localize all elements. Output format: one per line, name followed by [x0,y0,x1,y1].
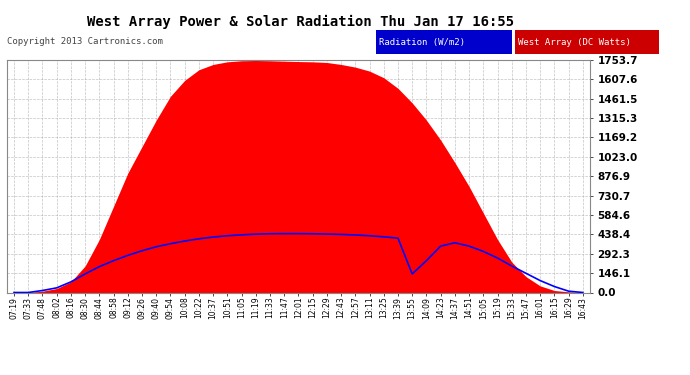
FancyBboxPatch shape [376,30,512,54]
FancyBboxPatch shape [515,30,659,54]
Text: West Array Power & Solar Radiation Thu Jan 17 16:55: West Array Power & Solar Radiation Thu J… [86,15,514,29]
Text: Radiation (W/m2): Radiation (W/m2) [379,38,465,47]
Text: Copyright 2013 Cartronics.com: Copyright 2013 Cartronics.com [7,38,163,46]
Text: West Array (DC Watts): West Array (DC Watts) [518,38,631,47]
